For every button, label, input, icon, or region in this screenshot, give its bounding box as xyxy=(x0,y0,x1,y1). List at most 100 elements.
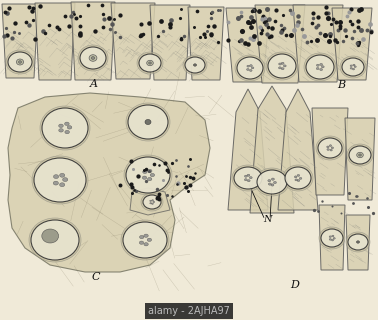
Point xyxy=(310,10,316,15)
Point xyxy=(295,13,301,18)
Point xyxy=(181,180,187,185)
Point xyxy=(155,33,161,38)
Point xyxy=(245,42,251,47)
Ellipse shape xyxy=(128,105,168,139)
Point xyxy=(76,31,82,36)
Point xyxy=(128,181,134,186)
Point xyxy=(155,194,161,199)
Ellipse shape xyxy=(121,220,169,260)
Point xyxy=(156,163,163,168)
Point xyxy=(71,12,77,17)
Ellipse shape xyxy=(124,155,172,195)
Point xyxy=(117,12,123,17)
Point xyxy=(349,21,355,26)
Point xyxy=(356,8,362,13)
Point xyxy=(328,21,334,26)
Point xyxy=(178,36,184,41)
Ellipse shape xyxy=(359,154,361,156)
Point xyxy=(178,36,184,41)
Polygon shape xyxy=(35,3,75,80)
Point xyxy=(367,29,373,35)
Point xyxy=(117,34,123,39)
Ellipse shape xyxy=(63,178,68,181)
Point xyxy=(185,188,191,194)
Ellipse shape xyxy=(139,54,161,72)
Polygon shape xyxy=(150,5,190,80)
Point xyxy=(328,204,335,209)
Point xyxy=(32,36,38,41)
Point xyxy=(261,20,267,25)
Point xyxy=(259,17,265,22)
Ellipse shape xyxy=(268,180,271,182)
Point xyxy=(183,173,189,179)
Point xyxy=(256,8,262,13)
Point xyxy=(177,15,183,20)
Point xyxy=(128,158,134,163)
Point xyxy=(317,30,323,36)
Point xyxy=(208,16,214,21)
Point xyxy=(279,28,285,33)
Point xyxy=(209,9,215,14)
Ellipse shape xyxy=(295,179,297,181)
Ellipse shape xyxy=(31,220,79,260)
Point xyxy=(146,169,152,174)
Point xyxy=(356,40,362,45)
Polygon shape xyxy=(130,188,170,215)
Point xyxy=(160,178,166,183)
Point xyxy=(289,10,295,15)
Point xyxy=(131,187,137,192)
Ellipse shape xyxy=(271,178,274,180)
Ellipse shape xyxy=(147,169,152,172)
Ellipse shape xyxy=(16,59,23,65)
Point xyxy=(291,28,297,33)
Point xyxy=(327,34,333,39)
Point xyxy=(163,193,169,198)
Ellipse shape xyxy=(40,106,90,150)
Ellipse shape xyxy=(319,227,345,249)
Point xyxy=(77,30,84,36)
Point xyxy=(347,19,353,24)
Point xyxy=(268,34,274,39)
Ellipse shape xyxy=(327,148,329,150)
Point xyxy=(9,36,15,41)
Point xyxy=(215,39,222,44)
Point xyxy=(334,39,340,44)
Ellipse shape xyxy=(144,234,148,237)
Point xyxy=(326,39,332,44)
Polygon shape xyxy=(346,215,370,270)
Point xyxy=(178,6,184,11)
Ellipse shape xyxy=(356,241,359,243)
Point xyxy=(37,3,43,8)
Point xyxy=(294,22,301,28)
Ellipse shape xyxy=(126,157,170,193)
Polygon shape xyxy=(319,205,345,270)
Point xyxy=(160,28,166,34)
Point xyxy=(358,7,364,12)
Point xyxy=(99,3,105,8)
Point xyxy=(295,20,301,25)
Ellipse shape xyxy=(349,146,371,164)
Point xyxy=(187,182,193,188)
Ellipse shape xyxy=(65,122,69,125)
Ellipse shape xyxy=(65,130,70,134)
Point xyxy=(364,195,370,200)
Point xyxy=(107,16,113,21)
Point xyxy=(146,20,152,25)
Ellipse shape xyxy=(316,64,319,66)
Point xyxy=(314,23,321,28)
Point xyxy=(11,29,17,35)
Point xyxy=(368,28,374,34)
Point xyxy=(355,42,361,47)
Point xyxy=(92,28,98,33)
Point xyxy=(154,195,160,200)
Point xyxy=(31,17,37,22)
Point xyxy=(165,169,171,174)
Point xyxy=(151,162,157,167)
Point xyxy=(107,26,113,31)
Ellipse shape xyxy=(251,67,254,69)
Point xyxy=(319,198,325,203)
Point xyxy=(201,32,208,37)
Ellipse shape xyxy=(249,65,252,67)
Ellipse shape xyxy=(332,235,334,237)
Ellipse shape xyxy=(316,136,344,160)
